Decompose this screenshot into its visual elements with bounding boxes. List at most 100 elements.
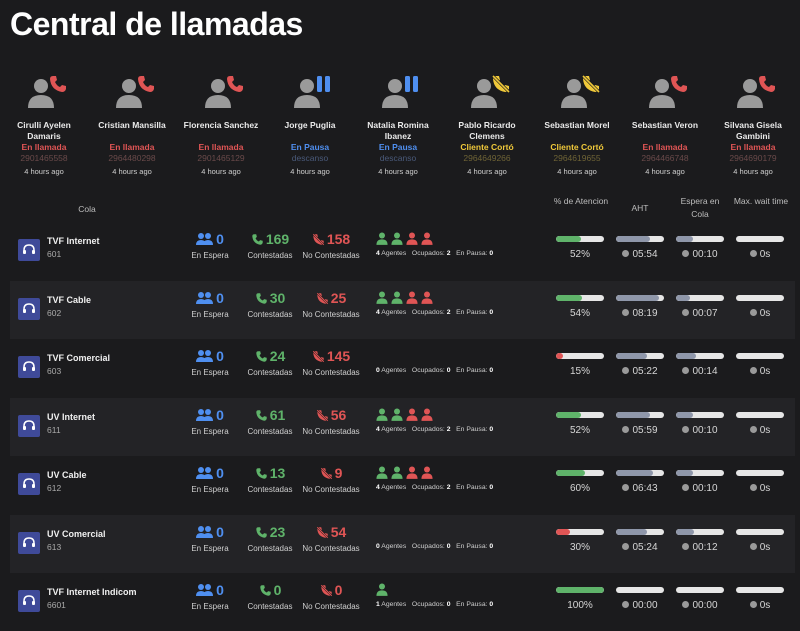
aht-value: 05:24 xyxy=(632,542,658,553)
agent-name: Jorge Puglia xyxy=(284,120,336,130)
max-wait-bar xyxy=(736,587,784,593)
queue-wait-value: 00:07 xyxy=(692,308,718,319)
max-wait-cell: 0s xyxy=(736,412,784,436)
queue-row[interactable]: UV Cable 612 0 En Espera 13 Contestadas … xyxy=(10,456,795,514)
agents-total: 4 xyxy=(376,426,380,433)
clock-icon xyxy=(749,250,757,257)
agent-card[interactable]: Florencia Sanchez En llamada 2901465129 … xyxy=(177,70,265,178)
aht-cell: 08:19 xyxy=(616,295,664,319)
paused-label: En Pausa: xyxy=(456,601,488,608)
phone-icon xyxy=(225,74,245,94)
max-wait-bar xyxy=(736,295,784,301)
max-wait-cell: 0s xyxy=(736,236,784,260)
agent-icon xyxy=(376,291,391,308)
queue-agents: 0 Agentes Ocupados: 0 En Pausa: 0 xyxy=(376,349,526,374)
agent-status: En llamada xyxy=(730,142,776,152)
unanswered-stat: 9 No Contestadas xyxy=(302,464,360,495)
answered-count: 30 xyxy=(269,290,286,306)
aht-cell: 05:54 xyxy=(616,236,664,260)
unanswered-stat: 145 No Contestadas xyxy=(302,347,360,378)
phone-icon xyxy=(255,408,268,426)
agent-time: 4 hours ago xyxy=(467,167,507,176)
agents-total: 0 xyxy=(376,543,380,550)
unanswered-count: 56 xyxy=(330,407,347,423)
agent-icon xyxy=(421,466,436,483)
unanswered-label: No Contestadas xyxy=(302,427,360,436)
phone-off-icon xyxy=(312,349,325,367)
busy-count: 2 xyxy=(446,309,451,316)
agent-icon xyxy=(376,466,391,483)
queue-number: 611 xyxy=(47,425,61,435)
queue-row[interactable]: UV Comercial 613 0 En Espera 23 Contesta… xyxy=(10,515,795,573)
queue-row[interactable]: TVF Internet 601 0 En Espera 169 Contest… xyxy=(10,222,795,280)
agent-card[interactable]: Cristian Mansilla En llamada 2964480298 … xyxy=(88,70,176,178)
waiting-label: En Espera xyxy=(191,310,229,319)
queue-row[interactable]: TVF Comercial 603 0 En Espera 24 Contest… xyxy=(10,339,795,397)
max-wait-value: 0s xyxy=(759,366,771,377)
queue-wait-cell: 00:10 xyxy=(676,236,724,260)
queue-row[interactable]: TVF Cable 602 0 En Espera 30 Contestadas… xyxy=(10,281,795,339)
unanswered-count: 9 xyxy=(334,465,343,481)
attention-value: 30% xyxy=(569,542,590,553)
clock-icon xyxy=(622,367,630,374)
queue-number: 612 xyxy=(47,483,62,493)
agents-total: 4 xyxy=(376,309,380,316)
agents-label: Agentes xyxy=(381,367,407,374)
max-wait-bar xyxy=(736,236,784,242)
queue-agents: 4 Agentes Ocupados: 2 En Pausa: 0 xyxy=(376,466,526,491)
paused-label: En Pausa: xyxy=(456,426,488,433)
agent-card[interactable]: Silvana Gisela Gambini En llamada 296469… xyxy=(709,70,797,178)
queue-wait-cell: 00:14 xyxy=(676,353,724,377)
agent-icon xyxy=(406,408,421,425)
answered-stat: 169 Contestadas xyxy=(242,230,298,261)
max-wait-bar xyxy=(736,470,784,476)
queue-row[interactable]: TVF Internet Indicom 6601 0 En Espera 0 … xyxy=(10,573,795,631)
paused-count: 0 xyxy=(489,484,494,491)
answered-stat: 23 Contestadas xyxy=(242,523,298,554)
phone-off-icon xyxy=(312,232,325,250)
agent-icon xyxy=(421,232,436,249)
agent-phone: descanso xyxy=(291,153,329,163)
unanswered-count: 158 xyxy=(326,231,351,247)
agent-icon xyxy=(406,466,421,483)
queue-wait-cell: 00:00 xyxy=(676,587,724,611)
paused-label: En Pausa: xyxy=(456,367,488,374)
agent-card[interactable]: Jorge Puglia En Pausa descanso 4 hours a… xyxy=(266,70,354,178)
max-wait-value: 0s xyxy=(759,600,771,611)
queue-wait-value: 00:12 xyxy=(692,542,718,553)
max-wait-bar xyxy=(736,353,784,359)
agent-card[interactable]: Sebastian Veron En llamada 2964466748 4 … xyxy=(621,70,709,178)
waiting-stat: 0 En Espera xyxy=(184,230,236,261)
queue-row[interactable]: UV Internet 611 0 En Espera 61 Contestad… xyxy=(10,398,795,456)
agent-name: Cirulli Ayelen Damaris xyxy=(17,120,71,141)
attention-bar xyxy=(556,295,604,301)
attention-cell: 52% xyxy=(556,236,604,260)
users-icon xyxy=(196,525,214,543)
agent-status: Cliente Cortó xyxy=(460,142,514,152)
agent-icon xyxy=(376,583,391,600)
phone-icon xyxy=(255,349,268,367)
agent-card[interactable]: Pablo Ricardo Clemens Cliente Cortó 2964… xyxy=(443,70,531,178)
answered-label: Contestadas xyxy=(247,310,293,319)
agent-phone: 2964480298 xyxy=(108,153,156,163)
clock-icon xyxy=(682,426,690,433)
busy-label: Ocupados: xyxy=(411,484,445,491)
queue-wait-value: 00:10 xyxy=(692,425,718,436)
agent-card[interactable]: Natalia Romina Ibanez En Pausa descanso … xyxy=(354,70,442,178)
answered-label: Contestadas xyxy=(247,544,293,553)
agent-card[interactable]: Cirulli Ayelen Damaris En llamada 290146… xyxy=(0,70,88,178)
busy-label: Ocupados: xyxy=(411,250,445,257)
agent-icon xyxy=(391,232,406,249)
max-wait-cell: 0s xyxy=(736,587,784,611)
agent-time: 4 hours ago xyxy=(290,167,330,176)
agent-name: Sebastian Veron xyxy=(631,120,699,130)
clock-icon xyxy=(749,484,757,491)
aht-value: 05:54 xyxy=(632,249,658,260)
waiting-label: En Espera xyxy=(191,602,229,611)
waiting-stat: 0 En Espera xyxy=(184,581,236,612)
headset-icon xyxy=(18,356,40,378)
agent-card[interactable]: Sebastian Morel Cliente Cortó 2964619655… xyxy=(533,70,621,178)
agent-icon xyxy=(421,291,436,308)
clock-icon xyxy=(749,543,757,550)
max-wait-value: 0s xyxy=(759,483,771,494)
